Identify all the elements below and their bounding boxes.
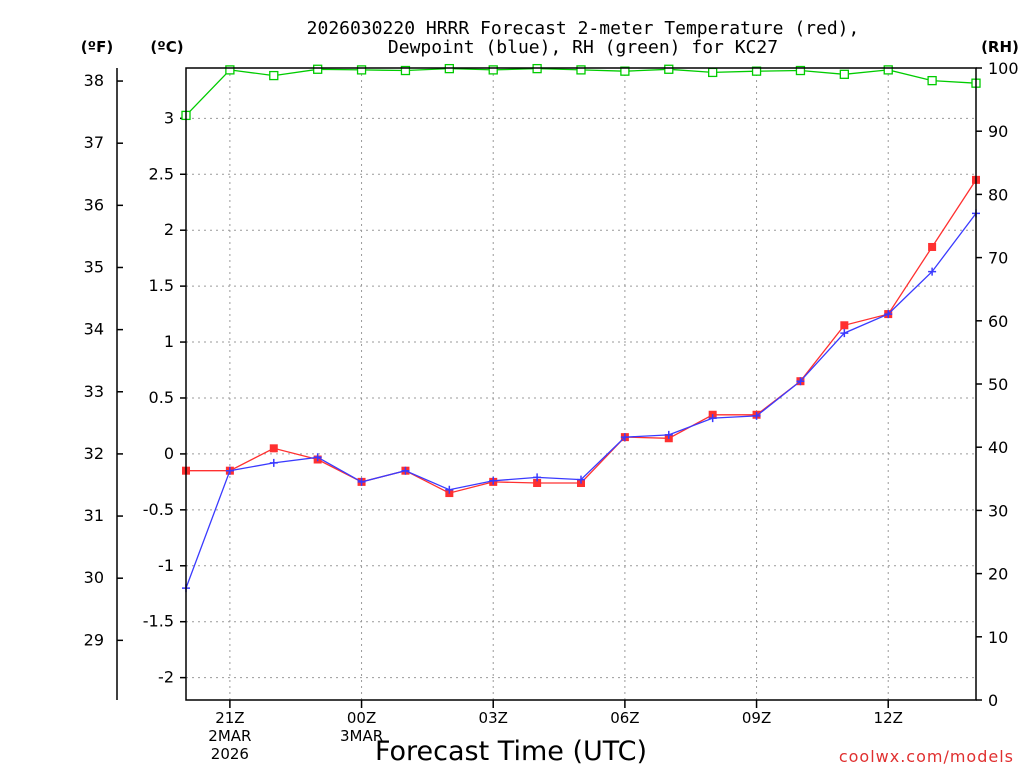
dewpoint-point	[357, 477, 366, 486]
dewpoint-point	[533, 473, 542, 482]
rh-point	[795, 65, 806, 76]
dewpoint-series-line	[185, 213, 977, 589]
watermark-text: coolwx.com/models	[839, 747, 1014, 766]
celsius-tick-label: 2.5	[149, 164, 174, 183]
fahrenheit-unit-label: (ºF)	[81, 38, 113, 56]
plot-frame	[185, 67, 977, 701]
chart-title-line1: 2026030220 HRRR Forecast 2-meter Tempera…	[307, 18, 860, 39]
dewpoint-point	[269, 458, 278, 467]
rh-point	[751, 66, 762, 76]
rh-point	[664, 64, 674, 74]
celsius-tick-label: 2	[164, 220, 174, 239]
x-tick-date-label: 3MAR	[340, 727, 383, 745]
fahrenheit-tick-label: 38	[84, 71, 104, 90]
fahrenheit-tick-label: 29	[84, 630, 104, 649]
rh-point	[313, 64, 323, 74]
rh-tick-label: 0	[988, 691, 998, 710]
rh-point	[225, 65, 235, 75]
x-tick-label: 06Z	[610, 709, 639, 727]
rh-tick-label: 60	[988, 312, 1008, 331]
temperature-point	[533, 478, 542, 487]
celsius-unit-label: (ºC)	[150, 38, 183, 56]
x-tick-label: 03Z	[479, 709, 508, 727]
dewpoint-point	[928, 267, 937, 276]
rh-point	[269, 70, 279, 81]
dewpoint-point	[884, 310, 893, 319]
celsius-tick-label: -1.5	[143, 612, 174, 631]
celsius-tick-label: 1	[164, 332, 174, 351]
fahrenheit-tick-label: 35	[84, 257, 104, 276]
dewpoint-point	[840, 329, 849, 338]
dewpoint-point	[620, 433, 629, 442]
x-axis-title: Forecast Time (UTC)	[375, 736, 647, 767]
dewpoint-point	[664, 430, 673, 439]
x-tick-label: 09Z	[742, 709, 771, 727]
rh-tick-label: 80	[988, 185, 1008, 204]
celsius-tick-label: -0.5	[143, 500, 174, 519]
dewpoint-point	[445, 485, 454, 494]
x-tick-label: 00Z	[347, 709, 376, 727]
chart-title-line2: Dewpoint (blue), RH (green) for KC27	[388, 37, 778, 58]
rh-series-line	[185, 67, 977, 116]
rh-unit-label: (RH)	[981, 38, 1019, 56]
x-tick-date-label: 2MAR	[208, 727, 251, 745]
celsius-tick-label: 1.5	[149, 276, 174, 295]
dewpoint-point	[752, 411, 761, 420]
rh-point	[356, 65, 367, 75]
rh-tick-label: 70	[988, 249, 1008, 268]
rh-point	[620, 66, 630, 76]
rh-tick-label: 50	[988, 375, 1008, 394]
fahrenheit-tick-label: 31	[84, 506, 104, 525]
x-tick-label: 12Z	[874, 709, 903, 727]
series-layer	[181, 63, 981, 593]
celsius-tick-label: 0	[164, 444, 174, 463]
celsius-tick-label: -1	[158, 556, 174, 575]
rh-point	[839, 69, 849, 79]
fahrenheit-tick-label: 32	[84, 444, 104, 463]
rh-point	[576, 65, 586, 75]
temperature-series-line	[186, 179, 977, 494]
rh-tick-label: 90	[988, 122, 1008, 141]
x-tick-year-label: 2026	[211, 745, 249, 763]
dewpoint-point	[225, 466, 234, 475]
temperature-point	[928, 242, 937, 251]
rh-tick-label: 20	[988, 565, 1008, 584]
rh-tick-label: 100	[988, 59, 1019, 78]
rh-point	[488, 65, 498, 75]
rh-tick-label: 40	[988, 438, 1008, 457]
celsius-tick-label: 3	[164, 108, 174, 127]
temperature-point	[269, 444, 278, 453]
dewpoint-point	[796, 377, 805, 386]
dewpoint-point	[577, 475, 585, 484]
rh-point	[708, 67, 718, 78]
dewpoint-point	[313, 453, 322, 462]
rh-point	[927, 75, 937, 86]
rh-point	[883, 65, 893, 75]
dewpoint-point	[489, 476, 498, 485]
dewpoint-point	[708, 414, 717, 423]
fahrenheit-tick-label: 36	[84, 195, 104, 214]
rh-tick-label: 10	[988, 628, 1008, 647]
fahrenheit-tick-label: 37	[84, 133, 104, 152]
fahrenheit-tick-label: 34	[84, 320, 104, 339]
fahrenheit-tick-label: 30	[84, 568, 104, 587]
rh-tick-label: 30	[988, 501, 1008, 520]
gridlines	[186, 68, 976, 700]
temperature-point	[840, 321, 849, 330]
rh-point	[400, 65, 411, 76]
fahrenheit-tick-label: 33	[84, 382, 104, 401]
celsius-tick-label: 0.5	[149, 388, 174, 407]
dewpoint-point	[401, 466, 410, 475]
celsius-tick-label: -2	[158, 668, 174, 687]
x-tick-label: 21Z	[215, 709, 244, 727]
